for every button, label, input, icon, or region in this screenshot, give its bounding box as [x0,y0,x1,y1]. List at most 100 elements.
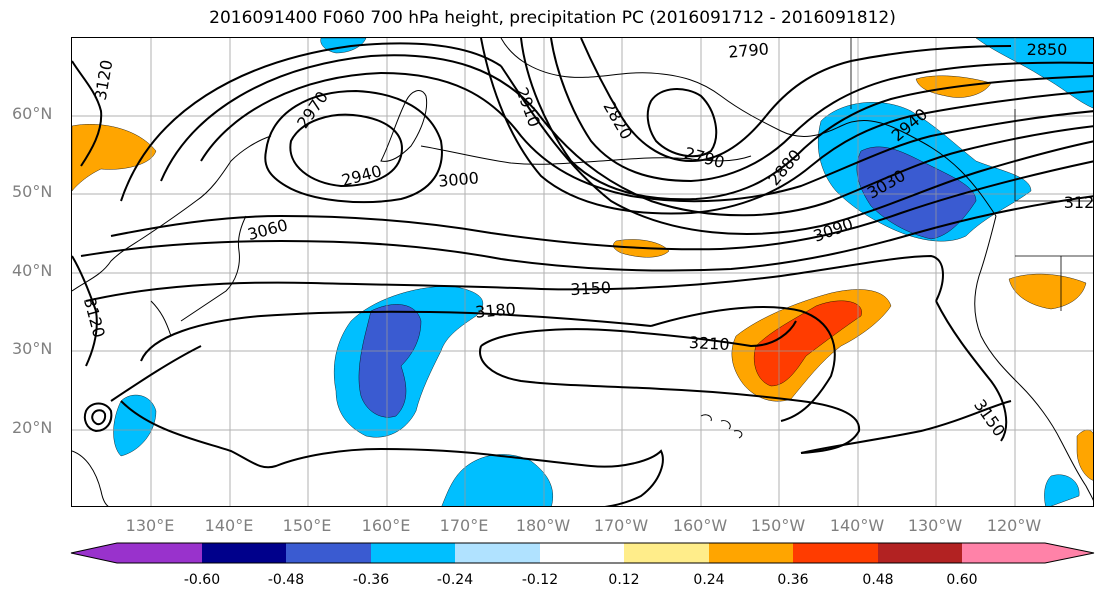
lon-label-160w: 160°W [672,516,728,535]
contour-3000 [200,71,1093,203]
lat-label-40n: 40°N [12,261,53,280]
contour-small-low [83,402,113,433]
colorbar-segment [540,543,624,563]
colorbar-tick-label: -0.60 [183,572,221,588]
colorbar-tick-label: -0.24 [436,572,474,588]
colorbar-segment [455,543,540,563]
contour-label: 2790 [682,143,726,172]
map-canvas: 3120 2970 2940 3000 3060 2910 2820 2790 … [72,38,1094,506]
lon-label-130w: 130°W [907,516,963,535]
lon-label-140w: 140°W [829,516,885,535]
precip-positive-us-west [1008,273,1087,310]
coastline-alaska [500,38,997,217]
contour-label: 3060 [245,215,289,244]
contour-small-low-inner [91,409,107,426]
colorbar-tick-label: -0.36 [352,572,390,588]
colorbar-segment [793,543,878,563]
map-title: 2016091400 F060 700 hPa height, precipit… [209,8,896,28]
contour-3060 [120,42,1093,235]
coastline-north-america [974,215,1093,501]
contour-3090 [110,160,1093,251]
graticule [72,38,1093,506]
colorbar-tick-label: 0.60 [946,572,978,588]
colorbar-segment [371,543,455,563]
height-contours [72,38,1093,506]
lon-label-150e: 150°E [282,516,332,535]
precip-positive-central-pacific-core [753,300,862,387]
contour-3210 [479,320,861,454]
map-panel: 3120 2970 2940 3000 3060 2910 2820 2790 … [71,37,1094,507]
contour-2850 [550,38,1093,183]
colorbar-segments [71,543,1094,563]
colorbar [70,542,1095,564]
contour-2790-alaska [646,88,718,158]
colorbar-tick-label: 0.12 [608,572,640,588]
contour-label: 3210 [688,333,730,354]
lon-label-170w: 170°W [593,516,649,535]
contour-2820 [580,38,1012,163]
contour-label: 3150 [570,278,612,299]
colorbar-tick-label: 0.24 [693,572,725,588]
contour-2880 [520,38,1093,201]
contour-label: 3000 [437,168,479,190]
contour-2970 [264,89,443,204]
contour-label: 2940 [339,161,383,190]
contour-label: 3090 [811,214,856,246]
colorbar-segment [709,543,793,563]
lat-label-20n: 20°N [12,418,53,437]
contour-label: 3120 [91,58,117,101]
precip-negative-east-south [1044,474,1080,506]
precip-negative-west-pacific-core [358,304,422,418]
contour-label: 2910 [512,85,544,130]
lon-label-150w: 150°W [750,516,806,535]
borders [850,38,1093,311]
colorbar-outline [70,542,1095,564]
colorbar-tick-label: 0.48 [862,572,894,588]
contour-label: 3180 [474,299,516,321]
colorbar-segment [202,543,286,563]
contour-label: 2820 [599,98,636,143]
contour-label: 312 [1064,193,1094,212]
contour-3150 [85,254,944,302]
coastline-asia [72,135,272,506]
coastline-kamchatka [380,90,428,162]
precip-negative-south [441,454,553,506]
colorbar-segment [624,543,709,563]
lon-label-180w: 180°W [515,516,571,535]
lon-label-160e: 160°E [361,516,411,535]
contour-3120-west [72,60,103,367]
precip-positive-mexico [1076,429,1093,481]
lon-label-130e: 130°E [125,516,175,535]
colorbar-tick-label: -0.12 [521,572,559,588]
contour-2910 [480,38,1093,215]
lat-label-60n: 60°N [12,104,53,123]
lon-label-140e: 140°E [204,516,254,535]
colorbar-segment [286,543,371,563]
coastline-hawaii [700,414,743,439]
colorbar-segment [962,543,1094,563]
precip-negative-north [975,38,1093,109]
contour-3150-east [110,300,1008,442]
contour-3030 [160,54,1093,217]
colorbar-tick-label: 0.36 [777,572,809,588]
contour-3120 [80,195,1093,272]
coastlines [72,38,1093,506]
contour-label: 3120 [80,295,109,339]
lat-label-50n: 50°N [12,182,53,201]
contour-label: 2790 [727,39,769,61]
lat-label-30n: 30°N [12,339,53,358]
contour-label: 2850 [1027,40,1068,59]
colorbar-segment [71,543,202,563]
contour-outer-south [120,400,1012,506]
precip-negative-southwest [113,394,157,457]
contour-2940-low [289,113,403,188]
precip-shading [72,38,1093,506]
contour-labels: 3120 2970 2940 3000 3060 2910 2820 2790 … [80,39,1094,440]
coastline-japan [180,215,247,322]
lon-label-170e: 170°E [439,516,489,535]
colorbar-tick-label: -0.48 [267,572,305,588]
colorbar-segment [878,543,962,563]
lon-label-120w: 120°W [986,516,1042,535]
contour-3180 [140,306,836,422]
precip-positive-japan-sea [72,124,157,192]
